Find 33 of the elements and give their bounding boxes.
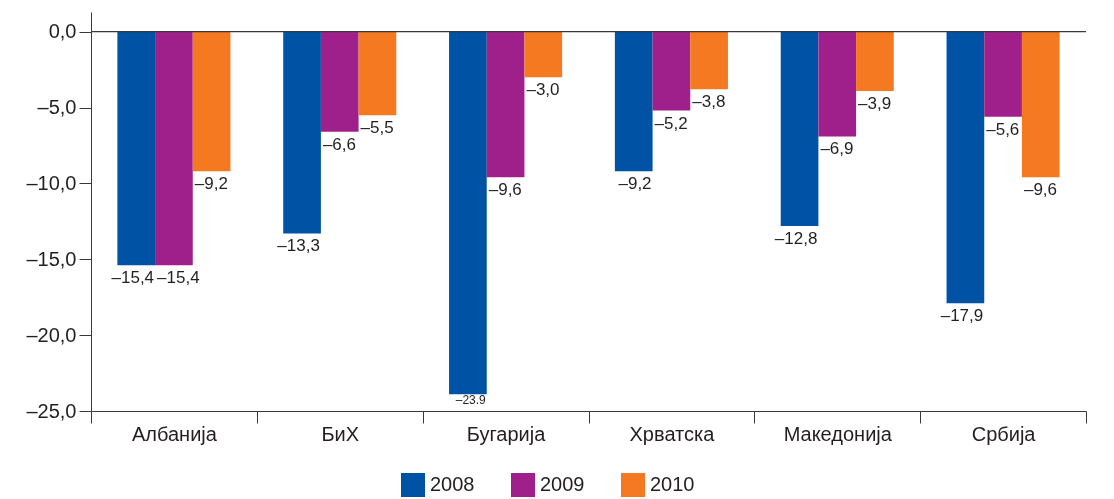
x-tick-label: Бугарија	[466, 422, 547, 445]
data-label: –5,5	[360, 118, 394, 138]
y-tick-label: –25,0	[26, 399, 77, 422]
data-label: –12,8	[774, 228, 818, 248]
legend-label: 2010	[650, 473, 695, 495]
x-tick-label: Македонија	[783, 422, 893, 445]
data-label: –6,9	[820, 139, 854, 159]
y-tick-label: –20,0	[26, 323, 77, 346]
data-label: –9,6	[1023, 180, 1058, 200]
y-tick-label: 0,0	[48, 20, 77, 43]
data-label: –23.9	[455, 393, 487, 408]
x-tick-label: Хрватска	[629, 422, 716, 445]
data-label: –3,0	[526, 80, 560, 100]
y-tick-label: –5,0	[37, 96, 77, 119]
data-label: –5,6	[986, 119, 1020, 139]
x-tick-label: Албанија	[131, 422, 218, 445]
data-label: –9,2	[194, 174, 228, 194]
x-tick-label: БиХ	[321, 422, 360, 445]
data-label: –15,4	[157, 268, 200, 288]
data-label: –9,6	[488, 180, 522, 200]
y-tick-label: –15,0	[26, 247, 77, 270]
data-label: –15,4	[111, 268, 155, 288]
data-label: –13,3	[277, 236, 320, 256]
legend-label: 2008	[430, 473, 475, 495]
data-label: –6,6	[322, 134, 356, 154]
data-label: –5,2	[654, 113, 688, 133]
data-label: –3,9	[858, 93, 892, 113]
legend-label: 2009	[540, 473, 585, 495]
data-label: –9,2	[618, 174, 652, 194]
data-label: –3,8	[692, 92, 726, 112]
y-tick-label: –10,0	[26, 171, 77, 194]
x-tick-label: Србија	[971, 422, 1037, 445]
data-label: –17,9	[940, 306, 984, 326]
